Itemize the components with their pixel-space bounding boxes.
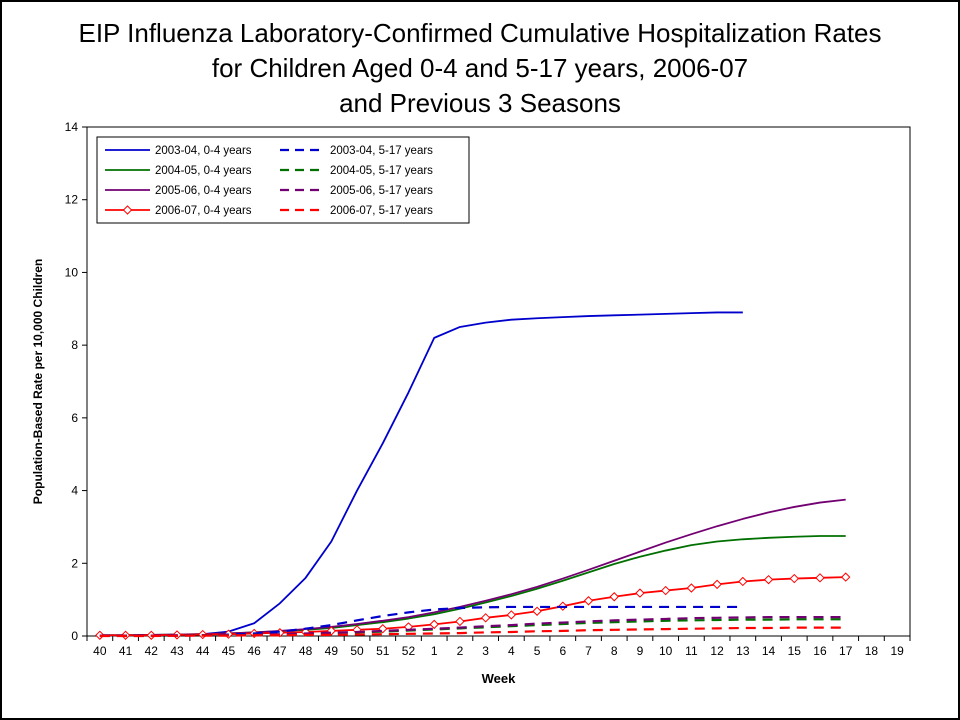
x-axis-tick-label: 19	[890, 644, 904, 658]
x-axis-tick-label: 11	[685, 644, 698, 658]
series-marker-diamond	[429, 619, 439, 630]
series-marker-diamond	[455, 616, 465, 627]
chart-title-line2: for Children Aged 0-4 and 5-17 years, 20…	[211, 53, 749, 83]
series-marker-diamond	[532, 606, 542, 616]
x-axis-tick-label: 8	[611, 644, 618, 658]
legend-label: 2003-04, 5-17 years	[330, 145, 433, 157]
series-marker-diamond	[738, 576, 748, 587]
series-marker-diamond	[635, 588, 645, 598]
x-axis-tick-label: 44	[196, 644, 210, 658]
x-axis-tick-label: 12	[710, 644, 724, 658]
x-axis-tick-label: 17	[839, 644, 853, 658]
legend-label: 2003-04, 0-4 years	[155, 145, 252, 157]
x-axis-tick-label: 42	[145, 644, 159, 658]
legend-label: 2006-07, 5-17 years	[330, 205, 433, 217]
x-axis-tick-label: 51	[376, 644, 390, 658]
legend-label: 2005-06, 0-4 years	[155, 185, 252, 197]
legend-label: 2004-05, 0-4 years	[155, 165, 252, 177]
x-axis-tick-label: 5	[534, 644, 541, 658]
x-axis-tick-label: 9	[637, 644, 644, 658]
series-marker-diamond	[840, 572, 851, 582]
x-axis-tick-label: 52	[402, 644, 416, 658]
legend-label: 2005-06, 5-17 years	[330, 185, 433, 197]
y-axis-tick-label: 10	[65, 265, 79, 279]
x-axis-tick-label: 48	[299, 644, 313, 658]
x-axis-tick-label: 40	[93, 644, 107, 658]
x-axis-tick-label: 2	[457, 644, 464, 658]
x-axis-tick-label: 4	[508, 644, 515, 658]
chart-title-line1: EIP Influenza Laboratory-Confirmed Cumul…	[78, 18, 882, 48]
x-axis-tick-label: 3	[482, 644, 489, 658]
x-axis-title: Week	[482, 671, 516, 686]
y-axis-tick-label: 12	[65, 193, 79, 207]
y-axis-tick-label: 14	[65, 121, 79, 134]
chart-title-line3: and Previous 3 Seasons	[339, 88, 621, 118]
series-marker-diamond	[660, 585, 671, 596]
y-axis-tick-label: 2	[71, 556, 78, 570]
x-axis-tick-label: 46	[247, 644, 261, 658]
x-axis-tick-label: 7	[585, 644, 592, 658]
legend-label: 2004-05, 5-17 years	[330, 165, 433, 177]
y-axis-tick-label: 8	[71, 338, 78, 352]
x-axis-tick-label: 6	[559, 644, 566, 658]
series-marker-diamond	[506, 610, 517, 620]
x-axis-tick-label: 45	[222, 644, 236, 658]
x-axis-tick-label: 16	[813, 644, 827, 658]
x-axis-tick-label: 41	[119, 644, 133, 658]
series-marker-diamond	[712, 579, 722, 590]
series-marker-diamond	[815, 573, 825, 583]
series-marker-diamond	[686, 583, 697, 593]
series-line-7	[99, 626, 846, 638]
series-marker-diamond	[583, 596, 594, 606]
x-axis-tick-label: 15	[788, 644, 802, 658]
y-axis-tick-label: 4	[71, 484, 78, 498]
x-axis-tick-label: 18	[865, 644, 879, 658]
x-axis-tick-label: 13	[736, 644, 750, 658]
y-axis-title: Population-Based Rate per 10,000 Childre…	[31, 259, 45, 504]
series-marker-diamond	[480, 613, 491, 623]
x-axis-tick-label: 1	[431, 644, 438, 658]
legend-box	[96, 136, 470, 224]
x-axis-tick-label: 43	[170, 644, 184, 658]
legend-label: 2006-07, 0-4 years	[155, 205, 252, 217]
x-axis-tick-label: 14	[762, 644, 776, 658]
x-axis-tick-label: 50	[350, 644, 364, 658]
series-marker-diamond	[609, 592, 619, 602]
chart-title: EIP Influenza Laboratory-Confirmed Cumul…	[2, 2, 958, 121]
y-axis-tick-label: 6	[71, 411, 78, 425]
series-marker-diamond	[122, 205, 133, 215]
x-axis-tick-label: 49	[325, 644, 339, 658]
y-axis-tick-label: 0	[71, 629, 78, 643]
series-marker-diamond	[763, 574, 774, 585]
x-axis-tick-label: 10	[659, 644, 673, 658]
x-axis-tick-label: 47	[273, 644, 287, 658]
series-marker-diamond	[789, 573, 799, 584]
